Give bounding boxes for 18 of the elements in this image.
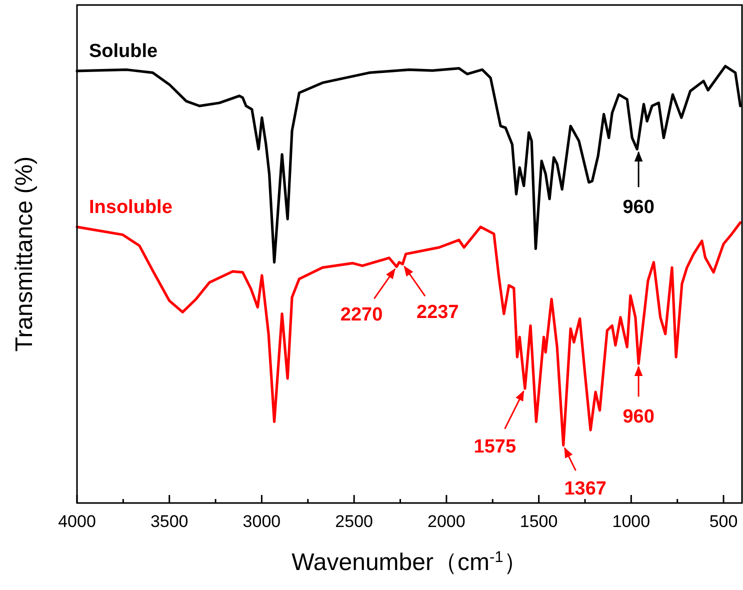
x-tick-label: 3000 (242, 512, 281, 531)
x-tick-label: 3500 (150, 512, 188, 531)
x-tick-label: 1000 (612, 512, 650, 531)
annotation: 960 (622, 406, 654, 428)
annotation: 2237 (416, 302, 459, 324)
x-tick-label: 4000 (58, 512, 96, 531)
x-tick-label: 2500 (335, 512, 373, 531)
series-label: Insoluble (89, 196, 172, 218)
y-axis-title: Transmittance (%) (11, 156, 38, 352)
annotation: 1367 (564, 478, 607, 500)
x-tick-label: 500 (709, 512, 738, 531)
annotation: 960 (622, 197, 654, 218)
annotation: 2270 (340, 304, 383, 326)
series-label: Soluble (89, 40, 158, 62)
annotation: 1575 (474, 436, 517, 458)
x-axis-title: Wavenumber（cm$^{-1}$） (292, 548, 528, 576)
x-tick-label: 2000 (428, 512, 466, 531)
x-tick-label: 1500 (520, 512, 558, 531)
